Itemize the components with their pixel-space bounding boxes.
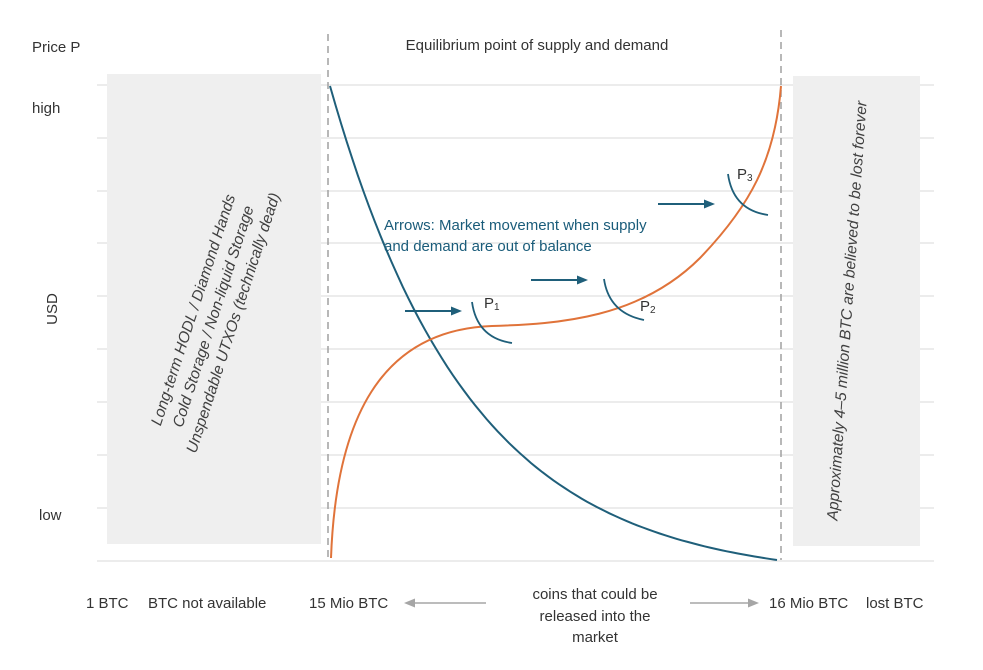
price-point-3-letter: P bbox=[737, 166, 747, 183]
price-point-2-letter: P bbox=[640, 298, 650, 315]
axis-arrow-right bbox=[690, 598, 759, 608]
x-label-btc-not-available: BTC not available bbox=[148, 595, 266, 612]
price-axis-label: Price P bbox=[32, 39, 80, 56]
price-point-3-sub: 3 bbox=[747, 173, 753, 184]
x-label-middle-line-1: coins that could be bbox=[532, 586, 657, 603]
x-label-15-mio-btc: 15 Mio BTC bbox=[309, 595, 388, 612]
price-point-1-letter: P bbox=[484, 295, 494, 312]
lost-btc-box bbox=[793, 76, 920, 546]
annotation-line-1: Arrows: Market movement when supply bbox=[384, 217, 647, 234]
y-axis-label: USD bbox=[44, 293, 61, 325]
price-point-1-sub: 1 bbox=[494, 302, 500, 313]
price-point-3-bracket bbox=[727, 173, 769, 216]
price-point-1-label: P1 bbox=[484, 295, 500, 313]
demand-curve bbox=[329, 85, 778, 561]
y-tick-low: low bbox=[39, 507, 62, 524]
price-point-3-label: P3 bbox=[737, 166, 753, 184]
market-arrow-1 bbox=[405, 306, 462, 316]
x-label-middle-line-2: released into the bbox=[540, 608, 651, 625]
market-arrow-3 bbox=[658, 199, 715, 209]
price-point-2-label: P2 bbox=[640, 298, 656, 316]
axis-arrow-left bbox=[404, 598, 486, 608]
price-point-1-bracket bbox=[471, 301, 513, 344]
btc-not-available-box bbox=[107, 74, 321, 544]
annotation-line-2: and demand are out of balance bbox=[384, 238, 592, 255]
supply-curve bbox=[330, 85, 782, 559]
x-label-middle-line-3: market bbox=[572, 629, 619, 646]
price-point-2-bracket bbox=[603, 278, 645, 321]
price-point-2-sub: 2 bbox=[650, 305, 656, 316]
chart-title: Equilibrium point of supply and demand bbox=[406, 37, 669, 54]
market-arrow-2 bbox=[531, 275, 588, 285]
y-tick-high: high bbox=[32, 100, 60, 117]
x-label-lost-btc: lost BTC bbox=[866, 595, 924, 612]
x-label-16-mio-btc: 16 Mio BTC bbox=[769, 595, 848, 612]
x-label-1-btc: 1 BTC bbox=[86, 595, 129, 612]
